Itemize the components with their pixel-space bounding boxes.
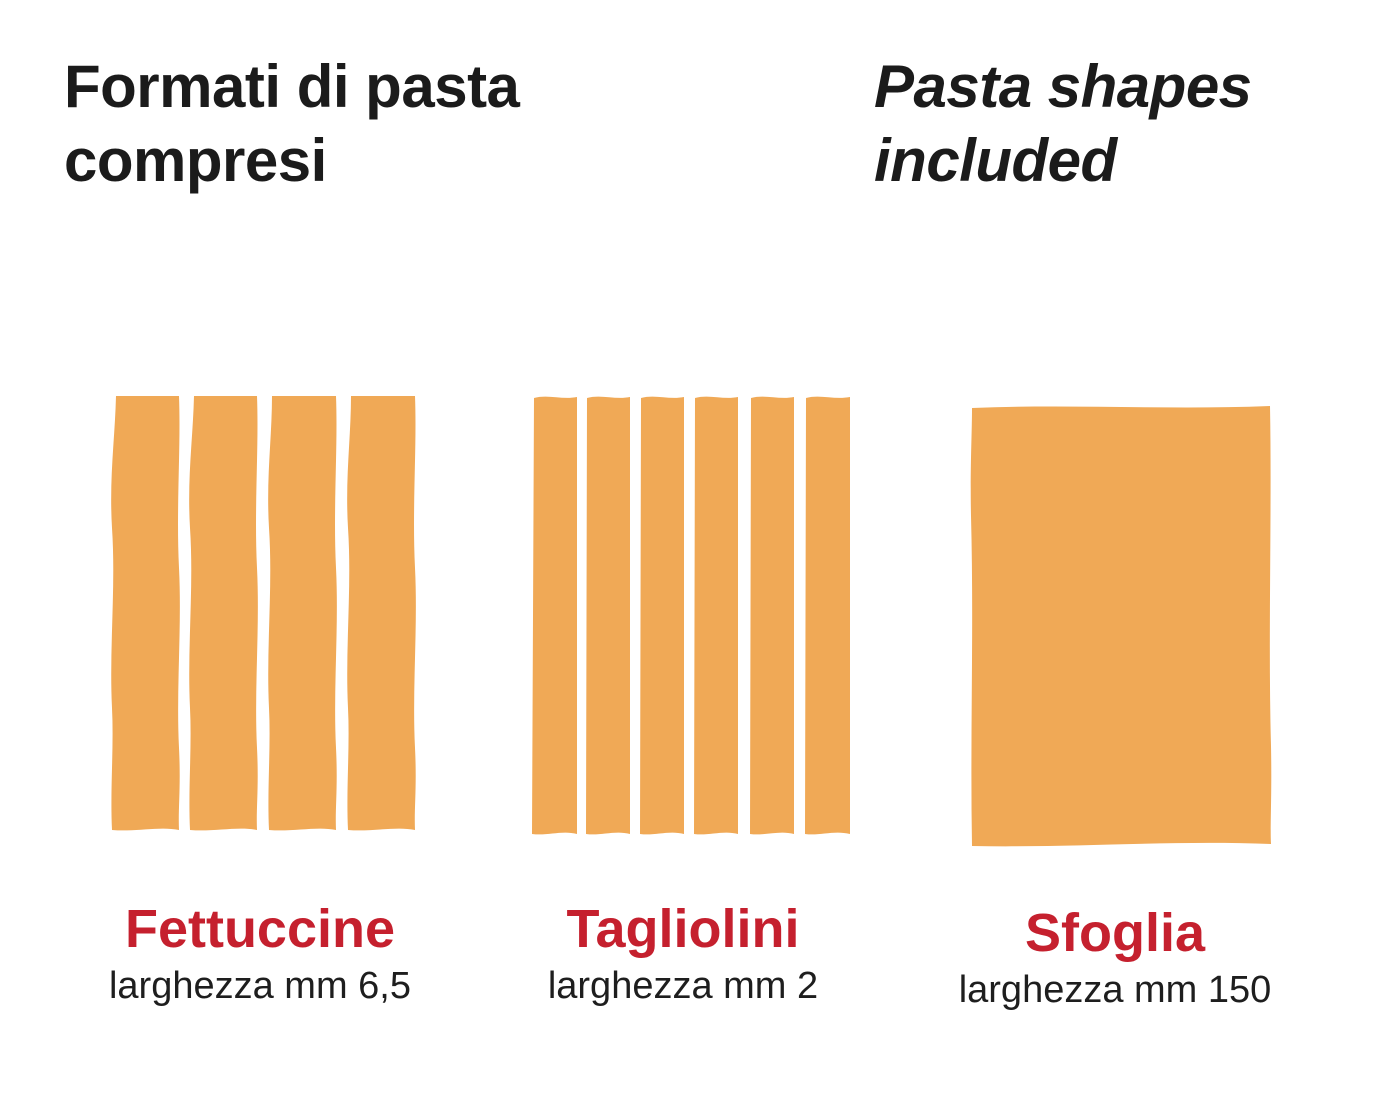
tagliolini-illustration (532, 396, 850, 835)
shape-name: Tagliolini (566, 899, 800, 959)
tagliolini-strip (586, 396, 630, 835)
fettuccine-strip (347, 396, 416, 831)
tagliolini-strip (750, 396, 794, 835)
sfoglia-illustration (970, 406, 1272, 847)
sfoglia-label: Sfoglia larghezza mm 150 (895, 900, 1335, 1014)
fettuccine-strip (189, 396, 258, 831)
tagliolini-label: Tagliolini larghezza mm 2 (463, 896, 903, 1010)
tagliolini-strip (532, 396, 577, 835)
tagliolini-strip (694, 396, 738, 835)
fettuccine-strip (268, 396, 337, 831)
tagliolini-strip (640, 396, 684, 835)
shape-width: larghezza mm 2 (547, 965, 819, 1007)
tagliolini-strip (805, 396, 850, 835)
title-english: Pasta shapes included (874, 53, 1252, 194)
sfoglia-sheet (970, 406, 1272, 847)
shape-width: larghezza mm 150 (958, 969, 1272, 1011)
fettuccine-strip (111, 396, 180, 831)
fettuccine-label: Fettuccine larghezza mm 6,5 (40, 896, 480, 1010)
title-italian: Formati di pasta compresi (64, 53, 520, 194)
shape-name: Fettuccine (124, 899, 396, 959)
fettuccine-illustration (111, 396, 416, 831)
shape-width: larghezza mm 6,5 (108, 965, 411, 1007)
shape-name: Sfoglia (1024, 903, 1205, 963)
